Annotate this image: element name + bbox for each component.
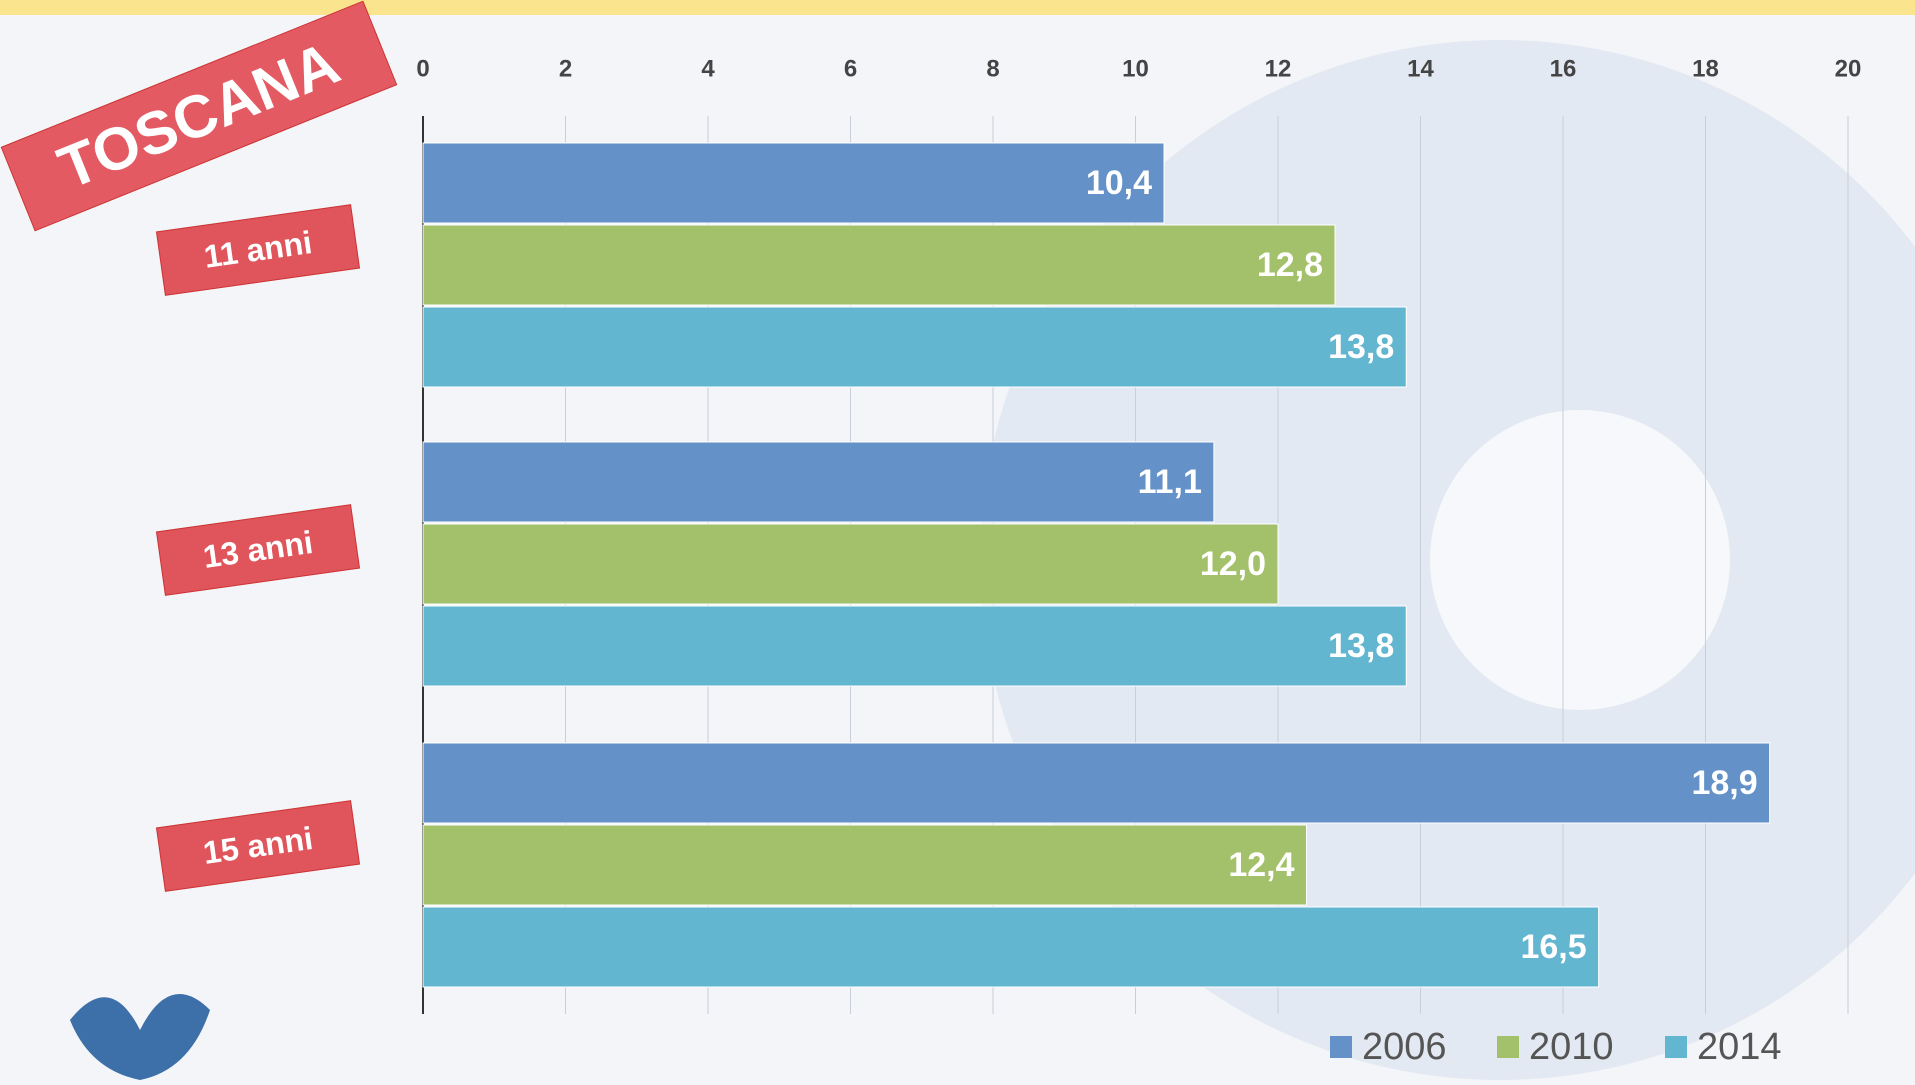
value-label: 12,0 — [1200, 545, 1266, 583]
x-tick-label: 6 — [844, 55, 857, 82]
x-tick-label: 14 — [1407, 55, 1434, 82]
top-band — [0, 0, 1915, 15]
value-label: 13,8 — [1328, 328, 1394, 366]
legend-label: 2010 — [1529, 1026, 1614, 1068]
bar — [423, 143, 1164, 223]
x-tick-label: 20 — [1835, 55, 1862, 82]
x-tick-label: 0 — [416, 55, 429, 82]
bar — [423, 743, 1770, 823]
value-label: 13,8 — [1328, 627, 1394, 665]
bar — [423, 225, 1335, 305]
bar — [423, 825, 1307, 905]
bar — [423, 442, 1214, 522]
x-tick-label: 8 — [986, 55, 999, 82]
x-tick-label: 10 — [1122, 55, 1149, 82]
value-label: 10,4 — [1086, 164, 1152, 202]
value-label: 18,9 — [1691, 764, 1757, 802]
bar — [423, 606, 1406, 686]
chart: TOSCANA 0246810121416182011 anni10,412,8… — [0, 0, 1915, 1085]
watermark — [1430, 410, 1730, 710]
legend-label: 2014 — [1697, 1026, 1782, 1068]
legend-label: 2006 — [1362, 1026, 1447, 1068]
page: TOSCANA 0246810121416182011 anni10,412,8… — [0, 0, 1915, 1085]
legend-swatch — [1497, 1036, 1519, 1058]
legend-swatch — [1330, 1036, 1352, 1058]
x-tick-label: 12 — [1265, 55, 1292, 82]
value-label: 11,1 — [1138, 463, 1202, 501]
x-tick-label: 18 — [1692, 55, 1719, 82]
value-label: 12,4 — [1228, 846, 1294, 884]
x-tick-label: 4 — [701, 55, 715, 82]
value-label: 12,8 — [1257, 246, 1323, 284]
value-label: 16,5 — [1520, 928, 1586, 966]
bar — [423, 524, 1278, 604]
bar — [423, 307, 1406, 387]
bar — [423, 907, 1599, 987]
x-tick-label: 2 — [559, 55, 572, 82]
legend-swatch — [1665, 1036, 1687, 1058]
x-tick-label: 16 — [1550, 55, 1577, 82]
